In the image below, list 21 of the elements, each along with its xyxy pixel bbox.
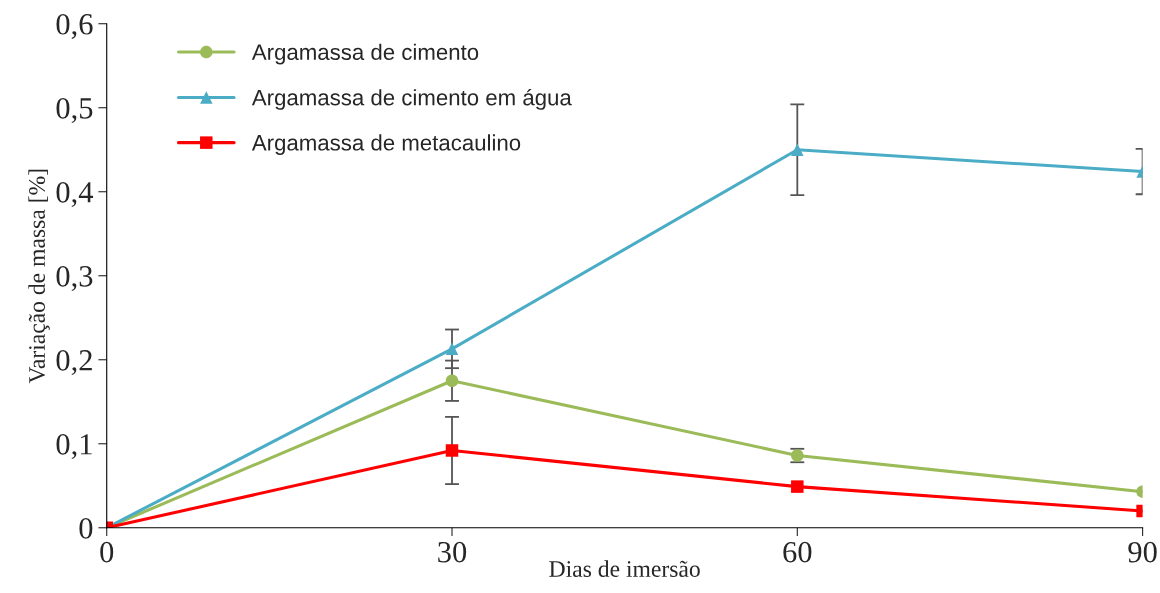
x-axis-title: Dias de imersão [549, 560, 700, 577]
y-tick-label: 0,1 [56, 434, 92, 460]
y-tick-label: 0,3 [56, 266, 93, 292]
y-tick-label: 0,6 [56, 14, 93, 40]
y-axis-title: Variação de massa [%] [28, 169, 50, 384]
point [445, 342, 459, 356]
x-tick-label: 60 [783, 541, 812, 563]
point [445, 444, 459, 457]
y-tick-label: 0,5 [56, 98, 93, 124]
x-tick-label: 30 [438, 541, 467, 563]
y-tick-label: 0,2 [56, 350, 92, 376]
x-tick-label: 0 [100, 541, 114, 563]
point [791, 480, 804, 493]
legend-label: Argamassa de cimento em água [251, 88, 572, 110]
y-tick-label: 0,4 [56, 182, 94, 208]
x-tick-label: 90 [1128, 541, 1157, 563]
legend-label: Argamassa de metacaulino [251, 134, 521, 156]
legend-label: Argamassa de cimento [251, 43, 479, 65]
point [445, 374, 459, 388]
y-tick-label: 0 [79, 518, 93, 539]
point [791, 143, 804, 156]
